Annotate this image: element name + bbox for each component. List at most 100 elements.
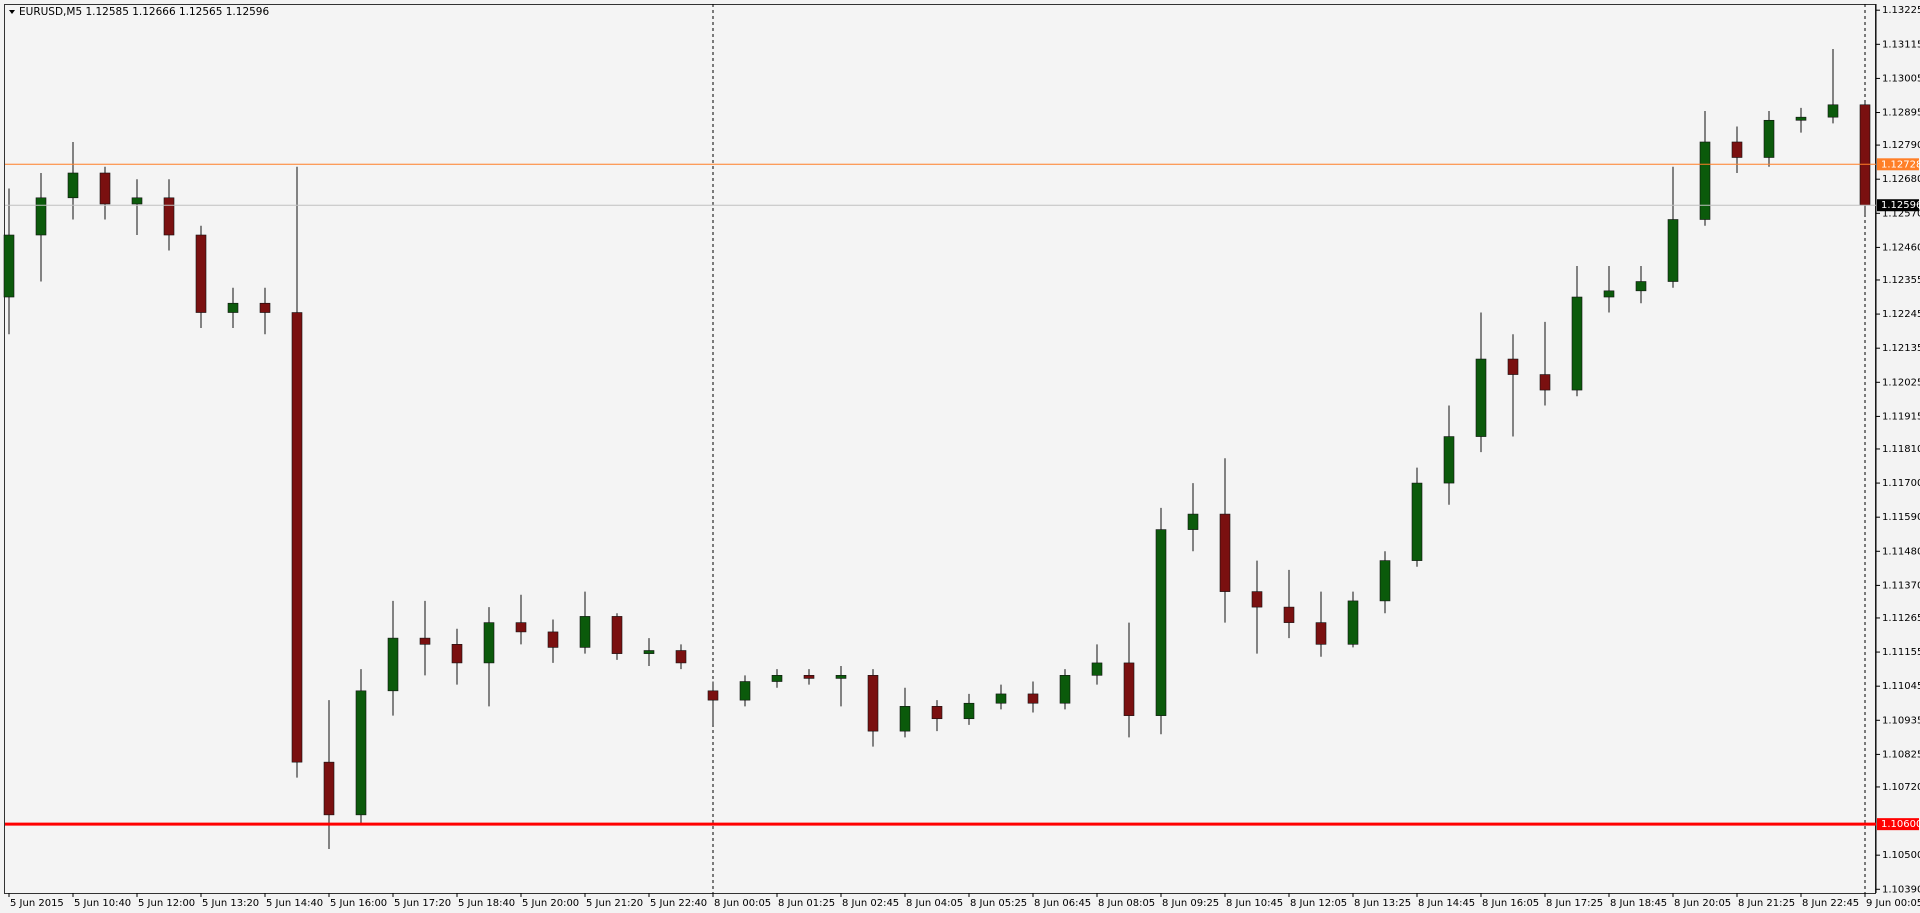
- x-tick-label: 5 Jun 17:20: [394, 898, 451, 909]
- candle-body: [1795, 116, 1807, 121]
- candle-body: [451, 644, 463, 664]
- candle-body: [35, 197, 47, 236]
- x-tick-label: 5 Jun 18:40: [458, 898, 515, 909]
- candle-body: [867, 675, 879, 732]
- price-label-bg: [1877, 818, 1919, 831]
- x-tick-label: 5 Jun 22:40: [650, 898, 707, 909]
- candle-body: [323, 761, 335, 816]
- candle-body: [1603, 290, 1615, 298]
- candle-body: [1123, 662, 1135, 716]
- x-tick-label: 8 Jun 13:25: [1354, 898, 1411, 909]
- x-tick-label: 5 Jun 13:20: [202, 898, 259, 909]
- candle-body: [227, 302, 239, 313]
- candle-body: [99, 172, 111, 205]
- candle-body: [1187, 513, 1199, 530]
- candle-body: [803, 675, 815, 679]
- candle-body: [1667, 219, 1679, 282]
- x-tick-label: 8 Jun 21:25: [1738, 898, 1795, 909]
- x-tick-label: 5 Jun 2015: [10, 898, 64, 909]
- x-tick-label: 8 Jun 22:45: [1802, 898, 1859, 909]
- candle-body: [1539, 374, 1551, 391]
- candle-body: [195, 234, 207, 313]
- candle-body: [1219, 513, 1231, 592]
- y-tick-label: 1.11370: [1882, 580, 1920, 591]
- x-tick-label: 8 Jun 00:05: [714, 898, 771, 909]
- x-tick-label: 8 Jun 18:45: [1610, 898, 1667, 909]
- chart-title: EURUSD,M5 1.12585 1.12666 1.12565 1.1259…: [19, 6, 269, 18]
- candle-body: [387, 637, 399, 692]
- candle-body: [1475, 358, 1487, 437]
- x-tick-label: 9 Jun 00:05: [1866, 898, 1920, 909]
- candle-body: [995, 693, 1007, 704]
- candle-body: [1347, 600, 1359, 645]
- x-tick-label: 8 Jun 16:05: [1482, 898, 1539, 909]
- x-tick-label: 5 Jun 14:40: [266, 898, 323, 909]
- candle-body: [579, 616, 591, 648]
- price-label-bg: [1877, 199, 1919, 212]
- candle-body: [1411, 482, 1423, 561]
- candle-body: [515, 622, 527, 633]
- y-tick-label: 1.13225: [1882, 5, 1920, 16]
- candle-body: [3, 234, 15, 298]
- y-tick-label: 1.11810: [1882, 444, 1920, 455]
- candle-body: [1315, 622, 1327, 645]
- y-tick-label: 1.10825: [1882, 749, 1920, 760]
- plot-frame: [4, 4, 1876, 894]
- candle-body: [483, 622, 495, 664]
- x-tick-label: 8 Jun 10:45: [1226, 898, 1283, 909]
- x-tick-label: 8 Jun 17:25: [1546, 898, 1603, 909]
- candle-body: [419, 637, 431, 645]
- y-tick-label: 1.12895: [1882, 108, 1920, 119]
- price-label-bg: [1877, 158, 1919, 171]
- candle-body: [1251, 591, 1263, 608]
- candle-body: [163, 197, 175, 236]
- x-tick-label: 5 Jun 12:00: [138, 898, 195, 909]
- candle-body: [835, 675, 847, 679]
- x-tick-label: 5 Jun 16:00: [330, 898, 387, 909]
- candle-body: [771, 675, 783, 682]
- x-tick-label: 8 Jun 14:45: [1418, 898, 1475, 909]
- candle-body: [259, 302, 271, 313]
- candle-body: [1379, 560, 1391, 602]
- x-tick-label: 8 Jun 06:45: [1034, 898, 1091, 909]
- candle-body: [1443, 436, 1455, 484]
- y-tick-label: 1.10720: [1882, 782, 1920, 793]
- x-tick-label: 5 Jun 20:00: [522, 898, 579, 909]
- price-label: 1.12596: [1881, 200, 1920, 211]
- candle-body: [1091, 662, 1103, 676]
- candle-body: [963, 702, 975, 720]
- y-tick-label: 1.10390: [1882, 884, 1920, 895]
- candle-body: [1763, 119, 1775, 158]
- x-tick-label: 8 Jun 01:25: [778, 898, 835, 909]
- x-tick-label: 8 Jun 08:05: [1098, 898, 1155, 909]
- candle-body: [291, 312, 303, 763]
- y-tick-label: 1.11480: [1882, 546, 1920, 557]
- y-tick-label: 1.13005: [1882, 73, 1920, 84]
- y-tick-label: 1.11045: [1882, 681, 1920, 692]
- candle-body: [1699, 141, 1711, 220]
- y-tick-label: 1.11155: [1882, 647, 1920, 658]
- y-tick-label: 1.13115: [1882, 39, 1920, 50]
- y-tick-label: 1.12680: [1882, 174, 1920, 185]
- candle-body: [1507, 358, 1519, 375]
- candle-body: [643, 650, 655, 654]
- candle-body: [355, 690, 367, 816]
- candle-body: [1283, 606, 1295, 623]
- candle-body: [611, 616, 623, 654]
- candle-body: [1859, 104, 1871, 206]
- y-tick-label: 1.12245: [1882, 309, 1920, 320]
- candle-body: [1027, 693, 1039, 704]
- candle-body: [1571, 296, 1583, 391]
- x-tick-label: 8 Jun 09:25: [1162, 898, 1219, 909]
- y-tick-label: 1.11915: [1882, 411, 1920, 422]
- candle-body: [707, 690, 719, 701]
- candle-body: [739, 681, 751, 701]
- candle-body: [931, 706, 943, 720]
- price-label: 1.10600: [1881, 819, 1920, 830]
- candle-body: [1731, 141, 1743, 158]
- x-tick-label: 8 Jun 20:05: [1674, 898, 1731, 909]
- y-tick-label: 1.12135: [1882, 343, 1920, 354]
- y-tick-label: 1.12025: [1882, 377, 1920, 388]
